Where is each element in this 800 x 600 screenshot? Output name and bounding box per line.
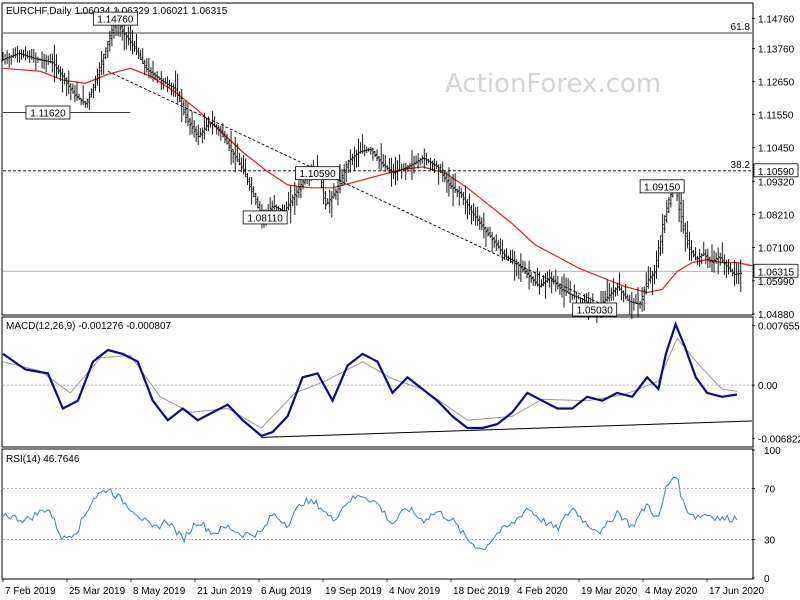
price-panel-frame: [1, 2, 754, 316]
macd-content: [2, 321, 753, 438]
x-label-11: 17 Jun 2020: [709, 586, 764, 597]
rsi-title: RSI(14) 46.7646: [6, 454, 80, 465]
x-axis: 7 Feb 2019 25 Mar 2019 8 May 2019 21 Jun 20…: [2, 579, 765, 597]
price-annotations: 1.14760 1.11620 1.10590 1.08110 1.05030 1.091…: [25, 11, 685, 317]
price-y-label-5: 1.09320: [758, 177, 795, 188]
x-label-2: 8 May 2019: [133, 586, 186, 597]
current-price-box: [753, 263, 799, 278]
price-y-label-0: 1.14760: [758, 15, 795, 26]
price-y-label-2: 1.12650: [758, 78, 795, 89]
price-y-axis: 1.14760 1.13760 1.12650 1.11550 1.10450 1.093…: [752, 15, 799, 321]
level-tag-label: 1.10590: [758, 167, 795, 178]
rsi-y-label-0: 100: [764, 446, 781, 457]
annotation-label-3: 1.08110: [247, 213, 283, 224]
macd-panel-frame: [1, 316, 754, 448]
annotation-label-4: 1.05030: [577, 306, 614, 317]
macd-y-label-2: -0.006822: [758, 434, 800, 445]
macd-y-label-0: 0.007655: [758, 321, 800, 332]
macd-title: MACD(12,26,9) -0.001276 -0.000807: [6, 321, 172, 332]
annotation-box-4: [572, 302, 618, 317]
watermark: ActionForex.com: [445, 69, 661, 99]
fib-label-1: 38.2: [731, 160, 751, 171]
x-label-8: 4 Feb 2020: [517, 586, 568, 597]
rsi-y-label-2: 30: [764, 536, 776, 547]
price-y-label-4: 1.10450: [758, 143, 795, 154]
x-label-1: 25 Mar 2019: [69, 586, 126, 597]
macd-y-label-1: 0.00: [758, 381, 778, 392]
current-price-label: 1.06315: [758, 267, 795, 278]
rsi-panel-frame: [1, 448, 754, 580]
rsi-content: [2, 476, 752, 551]
level-tag-box: [753, 163, 799, 178]
annotation-box-2: [295, 166, 340, 181]
macd-y-axis: 0.007655 0.00 -0.006822: [752, 321, 800, 445]
annotation-label-0: 1.14760: [97, 15, 134, 26]
annotation-box-5: [639, 179, 685, 194]
rsi-line: [2, 476, 738, 551]
x-label-7: 18 Dec 2019: [453, 586, 510, 597]
rsi-y-label-1: 70: [764, 484, 776, 495]
annotation-label-5: 1.09150: [644, 182, 681, 193]
x-label-10: 4 May 2020: [645, 586, 698, 597]
annotation-box-1: [25, 105, 71, 120]
price-y-label-6: 1.08210: [758, 210, 795, 221]
rsi-y-axis: 100 70 30 0: [752, 446, 781, 585]
price-y-label-9: 1.04880: [758, 310, 795, 321]
x-label-5: 19 Sep 2019: [325, 586, 382, 597]
fib-label-0: 61.8: [731, 22, 751, 33]
price-y-label-7: 1.07100: [758, 244, 795, 255]
annotation-box-3: [242, 210, 288, 225]
rsi-y-label-3: 0: [764, 574, 770, 585]
annotation-label-1: 1.11620: [30, 109, 66, 120]
x-label-6: 4 Nov 2019: [389, 586, 441, 597]
x-label-0: 7 Feb 2019: [5, 586, 56, 597]
price-y-label-1: 1.13760: [758, 45, 795, 56]
price-y-label-8: 1.05990: [758, 277, 795, 288]
annotation-label-2: 1.10590: [300, 169, 337, 180]
macd-trendline: [261, 420, 753, 438]
x-label-4: 6 Aug 2019: [261, 586, 312, 597]
x-label-9: 19 Mar 2020: [581, 586, 638, 597]
x-label-3: 21 Jun 2019: [197, 586, 252, 597]
macd-line: [2, 321, 738, 438]
price-y-label-3: 1.11550: [758, 111, 794, 122]
annotation-box-0: [92, 11, 138, 26]
price-title: EURCHF,Daily 1.06034 1.06329 1.06021 1.0…: [6, 6, 228, 17]
